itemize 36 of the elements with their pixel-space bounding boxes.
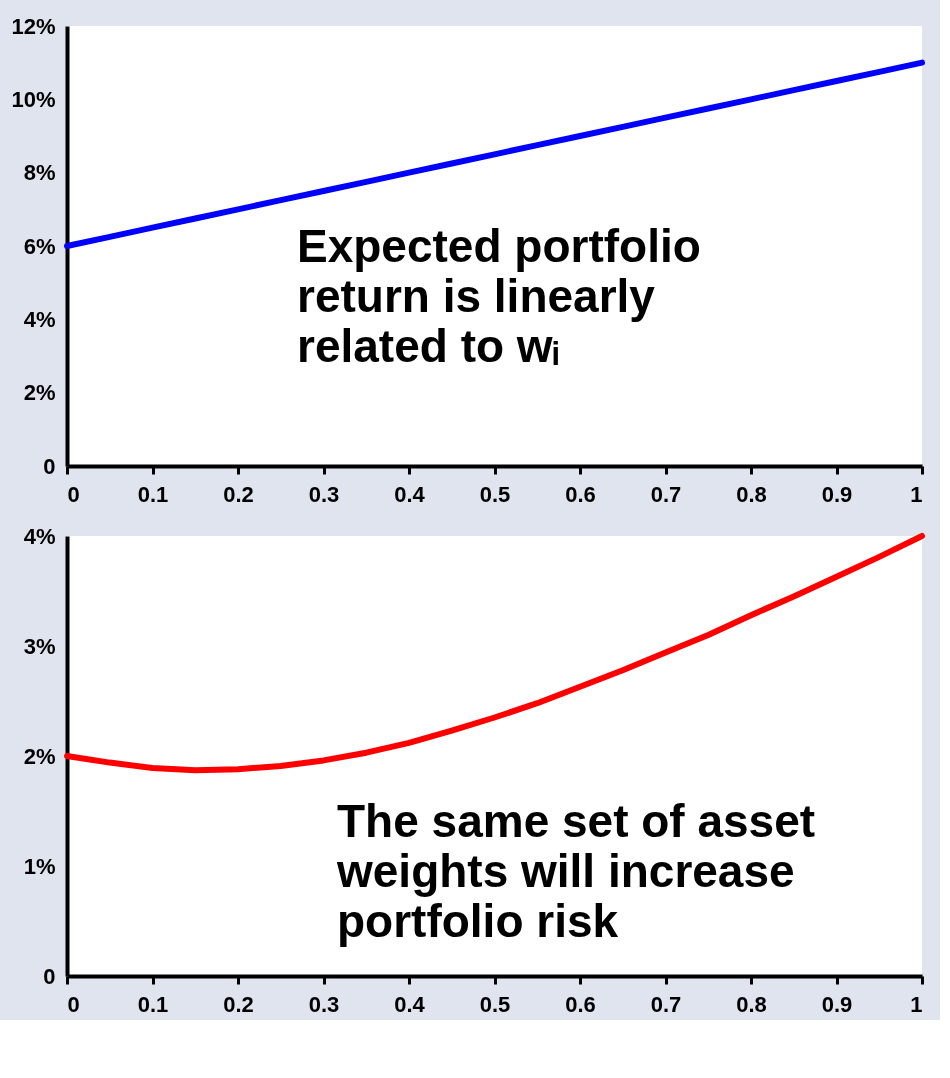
y-tick-label: 12% bbox=[11, 13, 56, 39]
annotation: The same set of asset weights will increase portfolio risk bbox=[336, 795, 816, 947]
x-tick-label: 1 bbox=[910, 481, 923, 507]
y-tick-label: 4% bbox=[23, 306, 56, 332]
x-tick-label: 0.7 bbox=[650, 991, 682, 1017]
x-tick-label: 0 bbox=[67, 481, 80, 507]
y-tick-label: 1% bbox=[23, 853, 56, 879]
x-tick-label: 0.8 bbox=[736, 991, 767, 1017]
y-tick-label: 8% bbox=[23, 160, 56, 186]
x-tick-label: 0.6 bbox=[565, 481, 596, 507]
x-tick-label: 0 bbox=[67, 991, 80, 1017]
y-tick-label: 10% bbox=[11, 86, 56, 112]
x-tick-label: 0.2 bbox=[223, 481, 254, 507]
x-tick-label: 0.5 bbox=[479, 991, 511, 1017]
x-tick-label: 0.6 bbox=[565, 991, 596, 1017]
y-tick-label: 4% bbox=[23, 523, 56, 549]
x-tick-label: 0.1 bbox=[137, 991, 169, 1017]
x-tick-label: 0.7 bbox=[650, 481, 682, 507]
x-tick-label: 0.8 bbox=[736, 481, 767, 507]
y-tick-label: 3% bbox=[23, 633, 56, 659]
y-tick-label: 0 bbox=[43, 453, 56, 479]
x-tick-label: 0.3 bbox=[308, 481, 340, 507]
y-tick-label: 0 bbox=[43, 963, 56, 989]
x-tick-label: 0.9 bbox=[821, 481, 853, 507]
x-tick-label: 0.5 bbox=[479, 481, 511, 507]
y-tick-label: 6% bbox=[23, 233, 56, 259]
x-tick-label: 0.4 bbox=[394, 991, 426, 1017]
x-tick-label: 1 bbox=[910, 991, 923, 1017]
x-tick-label: 0.2 bbox=[223, 991, 254, 1017]
x-tick-label: 0.1 bbox=[137, 481, 169, 507]
y-tick-label: 2% bbox=[23, 380, 56, 406]
x-tick-label: 0.4 bbox=[394, 481, 426, 507]
x-tick-label: 0.3 bbox=[308, 991, 340, 1017]
x-tick-label: 0.9 bbox=[821, 991, 853, 1017]
y-tick-label: 2% bbox=[23, 743, 56, 769]
annotation: Expected portfolio return is linearly related to wᵢ bbox=[297, 220, 701, 372]
